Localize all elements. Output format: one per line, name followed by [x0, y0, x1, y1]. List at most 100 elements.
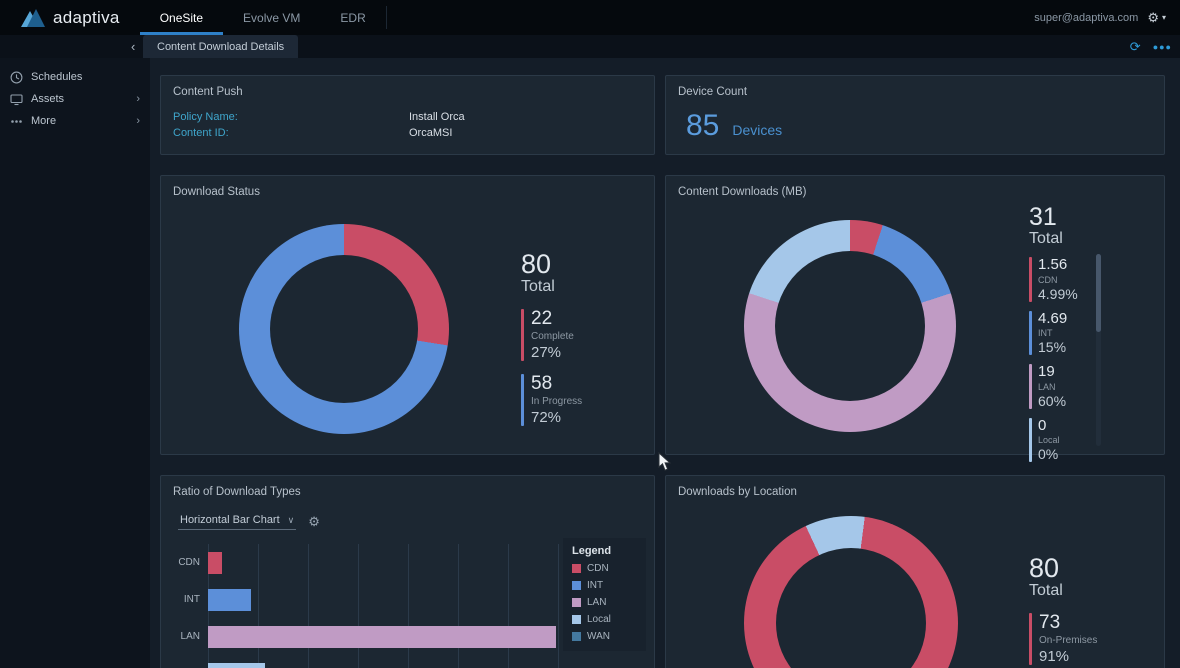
legend-marker: [1029, 417, 1032, 463]
bar-category-label: INT: [183, 594, 200, 605]
chevron-right-icon: ›: [136, 93, 140, 105]
card-title: Downloads by Location: [678, 486, 797, 498]
bar-row-lan: LAN: [173, 618, 563, 655]
stat-percent: 27%: [531, 344, 562, 362]
settings-menu-button[interactable]: ⚙ ▾: [1147, 10, 1166, 26]
bar-partial: [208, 662, 265, 668]
content-push-card: Content Push Policy Name: Install Orca C…: [160, 75, 655, 155]
stat-label: In Progress: [531, 396, 583, 408]
refresh-icon[interactable]: ⟳: [1129, 38, 1141, 54]
gear-icon: ⚙: [1147, 9, 1159, 25]
bar-row-cdn: CDN: [173, 544, 563, 581]
stat-percent: 15%: [1038, 339, 1067, 356]
stat-value: 1.56: [1038, 256, 1068, 274]
stat-label: On-Premises: [1039, 635, 1098, 647]
stat-value: 22: [531, 308, 553, 330]
field-label: Policy Name:: [173, 111, 238, 123]
legend-marker: [1029, 257, 1032, 302]
sidebar-item-assets[interactable]: Assets ›: [0, 88, 150, 110]
device-count-unit[interactable]: Devices: [732, 122, 783, 138]
legend-marker: [521, 309, 524, 362]
device-count-row: 85 Devices: [666, 98, 1164, 141]
stat-percent: 72%: [531, 409, 562, 427]
stat-percent: 60%: [1038, 392, 1067, 409]
legend-item-int: INT: [572, 580, 637, 591]
dropdown-caret-icon: ∨: [287, 514, 295, 525]
horizontal-bar-chart: CDN INT LAN: [173, 544, 563, 668]
stat-percent: 4.99%: [1038, 285, 1078, 302]
caret-down-icon: ▾: [1161, 13, 1166, 22]
legend-title: Legend: [572, 545, 612, 557]
bar-row-int: INT: [173, 581, 563, 618]
collapse-chevron-icon[interactable]: ‹: [131, 39, 136, 54]
stat-label: INT: [1038, 328, 1053, 339]
chart-controls: Horizontal Bar Chart ∨ ⚙: [178, 514, 320, 530]
chevron-right-icon: ›: [136, 115, 140, 127]
chart-type-value: Horizontal Bar Chart: [180, 514, 280, 526]
legend-item-cdn: CDN: [572, 563, 637, 574]
stat-local: 0 Local 0%: [1029, 416, 1078, 463]
content-downloads-donut-chart: [744, 220, 956, 432]
field-value: OrcaMSI: [409, 127, 453, 139]
stat-label: CDN: [1038, 274, 1058, 285]
page-tab-content-download-details[interactable]: Content Download Details: [143, 35, 299, 58]
downloads-by-location-card: Downloads by Location 80 Total 73 On-Pre…: [665, 475, 1165, 668]
stat-cdn: 1.56 CDN 4.99%: [1029, 257, 1078, 302]
sidebar-item-label: Assets: [31, 93, 65, 105]
total-value: 80: [1029, 553, 1060, 583]
mouse-cursor: [658, 451, 672, 477]
nav-tab-edr[interactable]: EDR: [340, 10, 366, 25]
stat-percent: 91%: [1039, 648, 1070, 666]
field-value: Install Orca: [409, 111, 465, 123]
total-label: Total: [1029, 230, 1063, 248]
ellipsis-icon[interactable]: ●●●: [1152, 41, 1172, 52]
legend-item-local: Local: [572, 614, 637, 625]
nav-tab-evolve-vm[interactable]: Evolve VM: [243, 10, 301, 25]
adaptiva-logo[interactable]: adaptiva: [0, 0, 140, 35]
card-title: Content Downloads (MB): [678, 186, 807, 198]
chart-type-select[interactable]: Horizontal Bar Chart ∨: [178, 514, 297, 530]
legend-swatch: [572, 598, 581, 607]
legend-label: Local: [587, 614, 611, 625]
stats-scrollbar[interactable]: [1096, 254, 1101, 446]
scrollbar-thumb[interactable]: [1096, 254, 1101, 332]
sidebar-item-label: Schedules: [31, 71, 83, 83]
stat-value: 58: [531, 373, 553, 395]
card-title: Download Status: [173, 186, 260, 198]
legend-item-lan: LAN: [572, 597, 637, 608]
sidebar-item-schedules[interactable]: Schedules: [0, 66, 150, 88]
device-count-value: 85: [686, 109, 720, 142]
stat-value: 0: [1038, 416, 1047, 434]
dots-icon: [10, 115, 23, 128]
content-push-fields: Policy Name: Install Orca Content ID: Or…: [161, 98, 654, 139]
stat-label: LAN: [1038, 381, 1056, 392]
chart-settings-gear-icon[interactable]: ⚙: [308, 514, 320, 529]
total-value: 31: [1029, 203, 1057, 231]
legend-label: WAN: [587, 631, 610, 642]
nav-tab-onesite[interactable]: OneSite: [139, 0, 224, 35]
bar-int: [208, 588, 251, 611]
bar-track: [208, 618, 563, 655]
stat-value: 4.69: [1038, 309, 1068, 327]
bar-cdn: [208, 551, 223, 574]
bar-category-label: CDN: [178, 557, 200, 568]
legend-swatch: [572, 615, 581, 624]
card-title: Ratio of Download Types: [173, 486, 301, 498]
brand-name: adaptiva: [53, 7, 120, 27]
legend-label: INT: [587, 580, 604, 591]
top-bar: adaptiva OneSite Evolve VM EDR super@ada…: [0, 0, 1180, 35]
stat-on-premises: 73 On-Premises 91%: [1029, 612, 1098, 666]
stat-lan: 19 LAN 60%: [1029, 364, 1078, 409]
legend-marker: [1029, 613, 1032, 666]
legend-swatch: [572, 564, 581, 573]
sub-header-actions: ⟳ ●●●: [1130, 35, 1172, 58]
bar-category-label: LAN: [180, 631, 200, 642]
sidebar-item-more[interactable]: More ›: [0, 110, 150, 132]
bar-row-partial: [173, 655, 563, 668]
monitor-icon: [10, 93, 23, 106]
legend-marker: [521, 374, 524, 427]
top-bar-right: super@adaptiva.com ⚙ ▾: [1034, 0, 1180, 35]
user-email: super@adaptiva.com: [1034, 11, 1139, 24]
content-downloads-stats: 31 Total 1.56 CDN 4.99% 4.69 INT 15%: [1029, 203, 1078, 463]
total-value: 80: [521, 249, 552, 279]
